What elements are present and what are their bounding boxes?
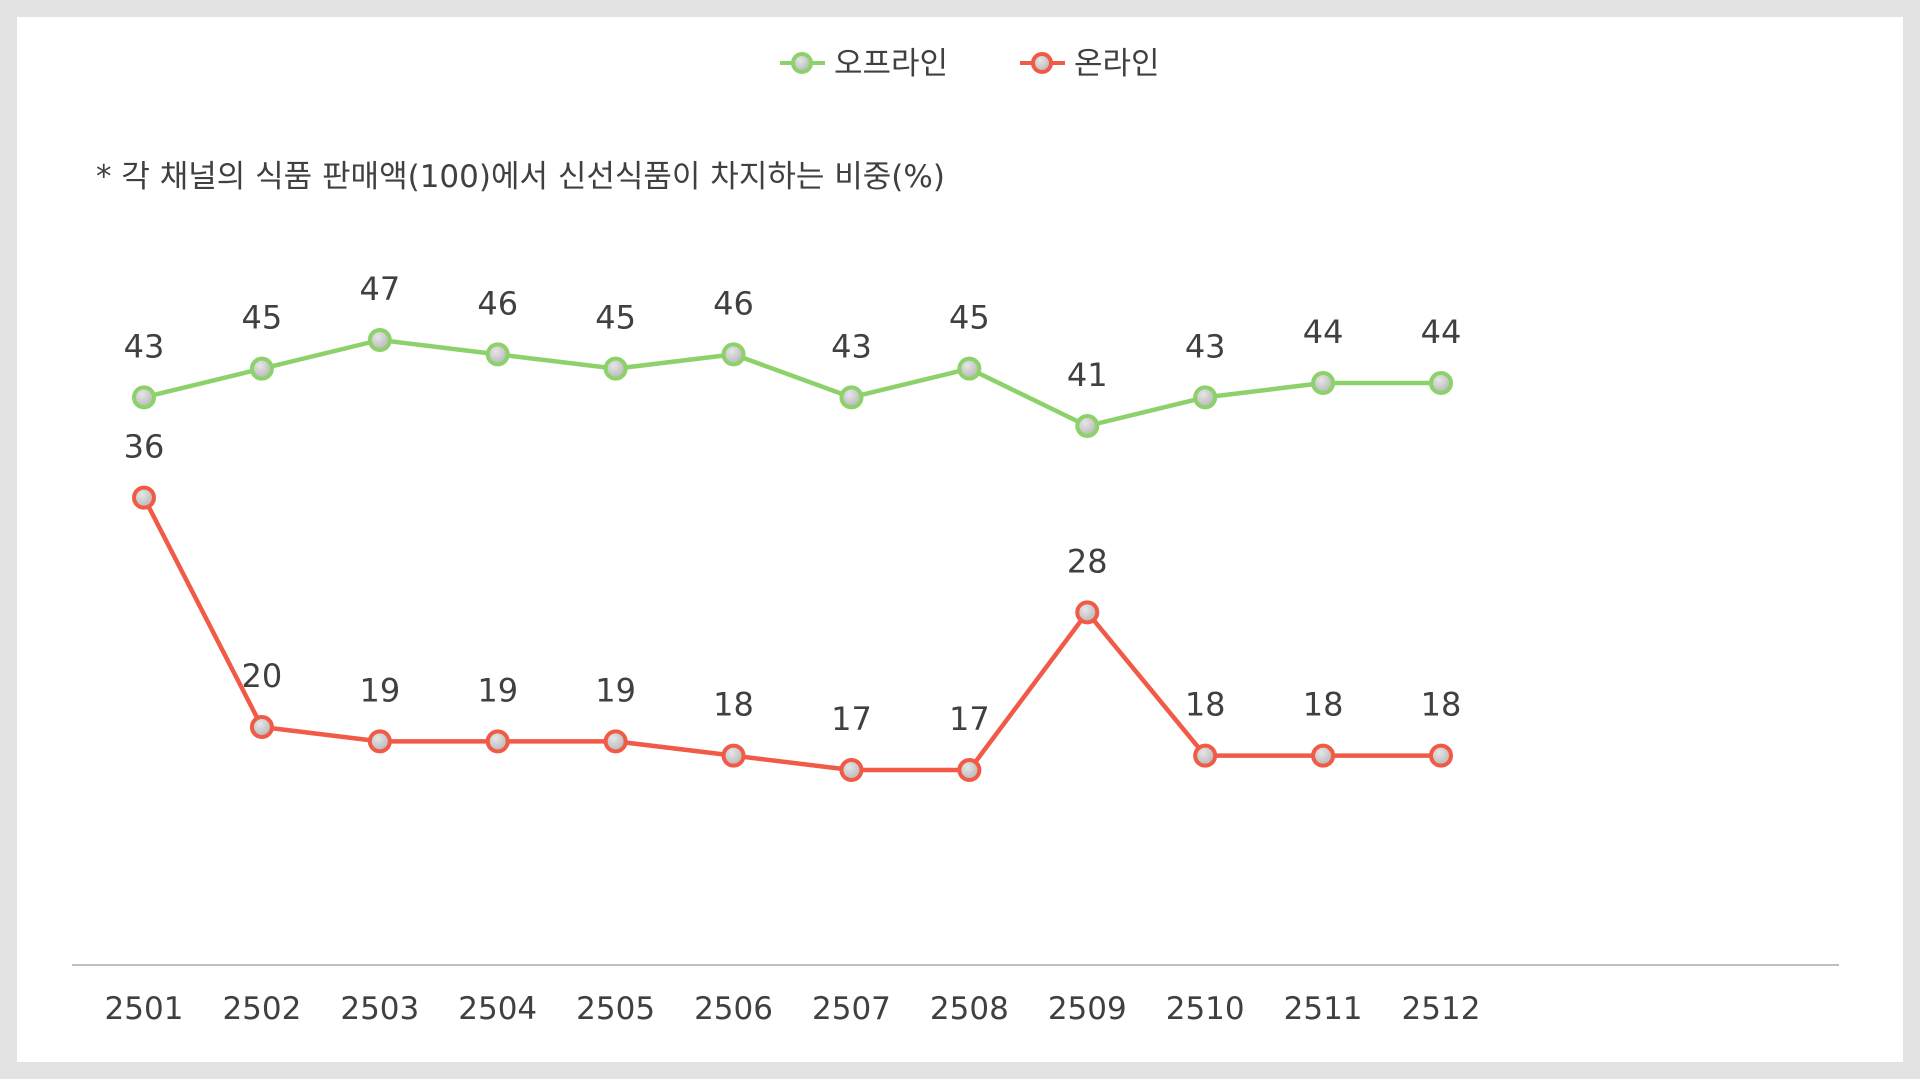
x-tick-label: 2512 bbox=[1402, 991, 1481, 1027]
data-point[interactable] bbox=[249, 715, 274, 739]
data-label: 18 bbox=[1185, 686, 1226, 724]
data-label: 19 bbox=[477, 671, 518, 709]
data-label: 44 bbox=[1421, 313, 1462, 351]
x-tick-label: 2504 bbox=[458, 991, 537, 1027]
data-point[interactable] bbox=[839, 385, 864, 410]
data-point[interactable] bbox=[485, 729, 510, 754]
data-point[interactable] bbox=[1075, 414, 1100, 438]
data-point[interactable] bbox=[957, 758, 982, 782]
data-label: 18 bbox=[713, 686, 754, 724]
data-point[interactable] bbox=[957, 356, 982, 381]
data-label: 28 bbox=[1067, 542, 1108, 580]
x-tick-label: 2501 bbox=[105, 991, 184, 1027]
series-line bbox=[143, 337, 1441, 429]
data-label: 18 bbox=[1421, 686, 1462, 724]
x-tick-label: 2510 bbox=[1166, 991, 1245, 1027]
legend-item-offline[interactable]: 오프라인 bbox=[780, 46, 948, 82]
x-tick-label: 2502 bbox=[222, 991, 301, 1027]
data-point[interactable] bbox=[1075, 600, 1100, 625]
data-point[interactable] bbox=[1311, 743, 1336, 768]
data-point[interactable] bbox=[132, 485, 156, 510]
data-label: 45 bbox=[595, 299, 636, 337]
series-offline: 43 45 47 46 45 46 43 45 41 43 44 44 bbox=[124, 270, 1462, 438]
x-tick-label: 2505 bbox=[576, 991, 655, 1027]
x-tick-label: 2508 bbox=[930, 991, 1009, 1027]
data-point[interactable] bbox=[367, 729, 392, 754]
data-point[interactable] bbox=[839, 758, 864, 782]
data-point[interactable] bbox=[367, 328, 392, 352]
data-point[interactable] bbox=[721, 743, 746, 768]
data-label: 46 bbox=[477, 284, 518, 322]
data-point[interactable] bbox=[249, 356, 274, 381]
legend: 오프라인 온라인 bbox=[780, 46, 1160, 82]
data-point[interactable] bbox=[1193, 743, 1218, 768]
data-label: 45 bbox=[949, 299, 990, 337]
data-point[interactable] bbox=[603, 729, 628, 754]
legend-offline-label: 오프라인 bbox=[834, 46, 948, 82]
x-tick-label: 2509 bbox=[1048, 991, 1127, 1027]
data-label: 17 bbox=[831, 700, 872, 738]
data-point[interactable] bbox=[485, 342, 510, 367]
series-online: 36 20 19 19 19 18 17 17 28 18 18 18 bbox=[124, 428, 1462, 782]
data-label: 43 bbox=[831, 327, 872, 365]
data-point[interactable] bbox=[721, 342, 746, 367]
data-label: 44 bbox=[1303, 313, 1344, 351]
line-chart: 오프라인 온라인 * 각 채널의 식품 판매액(100)에서 신선식품이 차지하… bbox=[72, 46, 1839, 1027]
data-point[interactable] bbox=[1193, 385, 1218, 410]
series-layer: 43 45 47 46 45 46 43 45 41 43 44 44 36 20 19 19 19 18 17 17… bbox=[124, 270, 1462, 782]
legend-online-label: 온라인 bbox=[1074, 46, 1160, 82]
x-tick-label: 2507 bbox=[812, 991, 891, 1027]
data-label: 43 bbox=[124, 327, 165, 365]
data-label: 20 bbox=[242, 657, 283, 695]
series-line bbox=[141, 496, 1441, 773]
data-label: 17 bbox=[949, 700, 990, 738]
legend-offline-marker bbox=[791, 52, 813, 74]
data-point[interactable] bbox=[132, 385, 156, 410]
x-tick-label: 2511 bbox=[1284, 991, 1363, 1027]
data-label: 18 bbox=[1303, 686, 1344, 724]
data-point[interactable] bbox=[1311, 371, 1336, 395]
x-axis-tick-labels: 2501 2502 2503 2504 2505 2506 2507 2508 2509 2510… bbox=[105, 991, 1481, 1027]
data-label: 19 bbox=[359, 671, 400, 709]
data-label: 41 bbox=[1067, 356, 1108, 394]
legend-online-marker bbox=[1031, 52, 1053, 74]
chart-note: * 각 채널의 식품 판매액(100)에서 신선식품이 차지하는 비중(%) bbox=[96, 159, 945, 195]
data-point[interactable] bbox=[1429, 743, 1453, 768]
x-tick-label: 2503 bbox=[340, 991, 419, 1027]
data-label: 36 bbox=[124, 428, 165, 466]
x-tick-label: 2506 bbox=[694, 991, 773, 1027]
data-label: 47 bbox=[359, 270, 400, 308]
data-label: 45 bbox=[242, 299, 283, 337]
data-label: 43 bbox=[1185, 327, 1226, 365]
data-label: 46 bbox=[713, 284, 754, 322]
data-label: 19 bbox=[595, 671, 636, 709]
legend-item-online[interactable]: 온라인 bbox=[1020, 46, 1160, 82]
data-point[interactable] bbox=[603, 356, 628, 381]
chart-frame: 오프라인 온라인 * 각 채널의 식품 판매액(100)에서 신선식품이 차지하… bbox=[17, 17, 1903, 1062]
data-point[interactable] bbox=[1429, 371, 1453, 395]
